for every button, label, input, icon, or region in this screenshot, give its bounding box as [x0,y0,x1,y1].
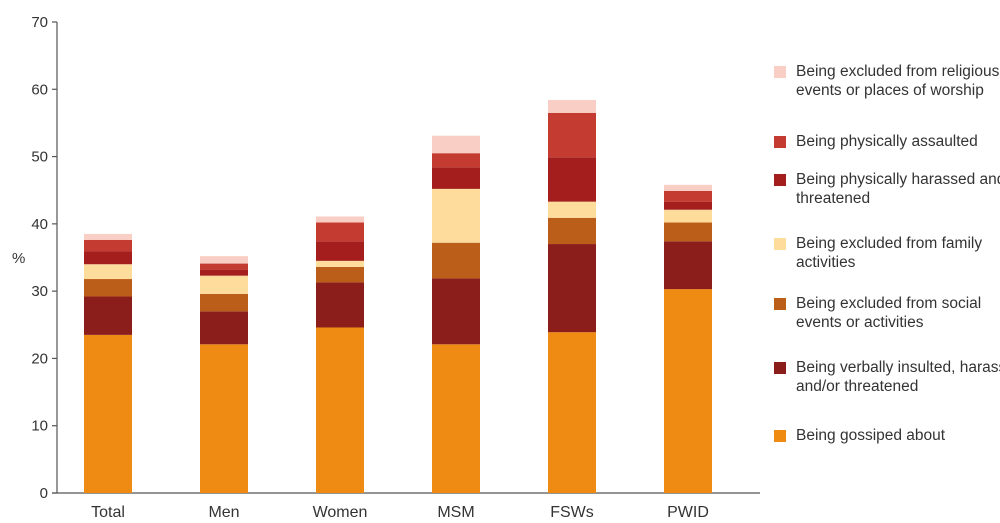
y-tick-label: 20 [31,350,48,367]
bar-segment [664,201,712,210]
bar-stack [316,216,364,493]
y-axis: 0 10 20 30 40 50 60 70 [31,14,58,502]
bar-segment [548,100,596,113]
legend-item: Being excluded from religious events or … [770,62,1000,100]
legend-item: Being physically assaulted [770,132,1000,151]
bar-segment [200,311,248,345]
legend-swatch [774,174,786,186]
chart: 0 10 20 30 40 50 60 70 Total Men Women MSM FSWs PWID… [12,14,760,521]
y-tick-label: 0 [40,485,48,502]
legend-swatch [774,66,786,78]
bar-segment [316,260,364,267]
bar-segment [432,167,480,189]
y-tick-label: 40 [31,216,48,233]
y-tick-label: 30 [31,283,48,300]
x-axis: Total Men Women MSM FSWs PWID [52,492,760,521]
bar-segment [200,256,248,264]
bar-segment [548,244,596,333]
legend-item: Being gossiped about [770,426,1000,445]
bar-segment [84,233,132,241]
bar-segment [316,282,364,328]
legend-label: Being excluded from family activities [796,235,983,271]
legend-swatch [774,238,786,250]
legend-label: Being physically assaulted [796,133,978,150]
bar-segment [432,153,480,168]
bar-segment [548,201,596,218]
bar-segment [200,269,248,276]
bar-stack [664,184,712,493]
x-tick-label: MSM [437,504,474,521]
x-tick-label: Women [313,504,368,521]
y-tick-label: 70 [31,14,48,31]
bar-segment [84,296,132,335]
legend-swatch [774,298,786,310]
legend-item: Being excluded from social events or act… [770,294,1000,332]
bar-segment [548,112,596,158]
legend-swatch [774,362,786,374]
bar-segment [432,278,480,345]
bar-segment [316,327,364,493]
bar-segment [316,241,364,261]
bar-segment [84,264,132,280]
bar-segment [548,332,596,493]
bar-segment [316,216,364,223]
bar-stack [200,256,248,493]
bar-stack [432,135,480,493]
y-tick-label: 10 [31,418,48,435]
legend-item: Being verbally insulted, harassed and/or… [770,358,1000,396]
bar-segment [664,184,712,191]
bar-segment [200,263,248,270]
legend-label: Being verbally insulted, harassed and/or… [796,359,1000,395]
legend-item: Being excluded from family activities [770,234,1000,272]
bar-segment [200,344,248,493]
bar-segment [84,251,132,265]
bar-segment [432,188,480,243]
y-tick-label: 50 [31,149,48,166]
x-tick-label: PWID [667,504,709,521]
x-tick-label: Total [91,504,125,521]
legend-swatch [774,136,786,148]
legend-item: Being physically harassed and/or threate… [770,170,1000,208]
bar-stack [84,233,132,493]
x-tick-label: FSWs [550,504,594,521]
bar-segment [200,293,248,312]
x-tick-label: Men [208,504,239,521]
bar-stack [548,100,596,493]
y-axis-label: % [12,250,25,267]
bar-segment [664,190,712,202]
bar-segment [200,275,248,294]
legend-label: Being gossiped about [796,427,946,444]
bar-segment [84,279,132,297]
legend-label: Being excluded from religious events or … [796,63,1000,99]
bar-segment [664,222,712,242]
bar-segment [664,209,712,223]
bar-segment [548,217,596,245]
bar-segment [316,222,364,242]
bar-segment [84,334,132,493]
bar-segment [548,157,596,202]
bar-segment [84,240,132,252]
bars [84,100,712,493]
bar-segment [316,266,364,283]
legend-label: Being excluded from social events or act… [796,295,982,331]
bar-segment [664,241,712,290]
bar-segment [664,289,712,493]
legend-label: Being physically harassed and/or threate… [796,171,1000,207]
bar-segment [432,135,480,154]
y-tick-label: 60 [31,81,48,98]
bar-segment [432,242,480,279]
legend-swatch [774,430,786,442]
bar-segment [432,344,480,493]
